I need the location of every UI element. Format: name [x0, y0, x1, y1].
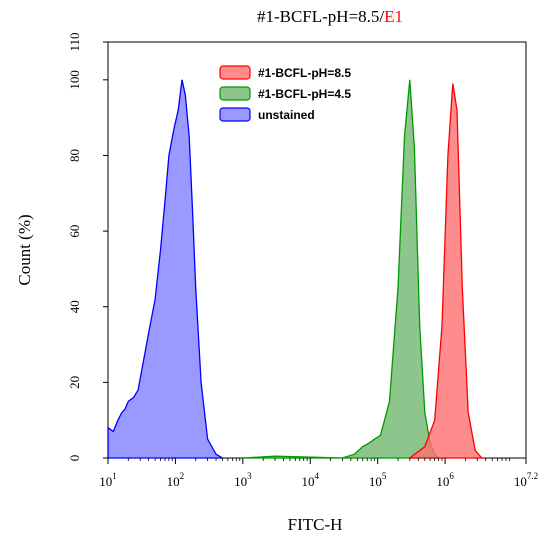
legend-label: #1-BCFL-pH=8.5	[258, 66, 351, 80]
x-tick-label: 105	[369, 471, 387, 489]
legend-swatch	[219, 65, 251, 80]
legend: #1-BCFL-pH=8.5 #1-BCFL-pH=4.5 unstained	[219, 65, 351, 122]
x-tick-label: 104	[302, 471, 320, 489]
legend-swatch	[219, 86, 251, 101]
x-axis-title: FITC-H	[288, 515, 343, 534]
series-layer	[107, 79, 484, 459]
legend-swatch	[219, 107, 251, 122]
x-tick-label: 106	[436, 471, 454, 489]
x-tick-label: 107.2	[514, 471, 538, 489]
x-tick-label: 103	[234, 471, 252, 489]
x-tick-label: 102	[167, 471, 185, 489]
ticks-layer: 0 20 40 60 80 100 110 101 102 103 104 105 106 107.2	[67, 32, 538, 489]
series-unstained-area	[107, 79, 225, 459]
series--1-bcfl-ph-8-5-area	[407, 83, 484, 459]
chart-title-main: #1-BCFL-pH=8.5/	[257, 7, 384, 26]
x-tick-label: 101	[99, 471, 117, 489]
y-tick-label: 40	[67, 300, 82, 313]
y-axis-title: Count (%)	[15, 214, 34, 285]
chart-title-highlight: E1	[384, 7, 403, 26]
chart-title: #1-BCFL-pH=8.5/E1	[257, 7, 403, 26]
y-tick-label: 0	[67, 455, 82, 462]
legend-label: #1-BCFL-pH=4.5	[258, 87, 351, 101]
series--1-bcfl-ph-4-5-area	[242, 79, 441, 459]
y-tick-label: 20	[67, 376, 82, 389]
y-tick-label: 80	[67, 149, 82, 162]
y-tick-label: 60	[67, 225, 82, 238]
y-tick-label: 100	[67, 70, 82, 90]
y-tick-label: 110	[67, 32, 82, 51]
legend-label: unstained	[258, 108, 315, 122]
